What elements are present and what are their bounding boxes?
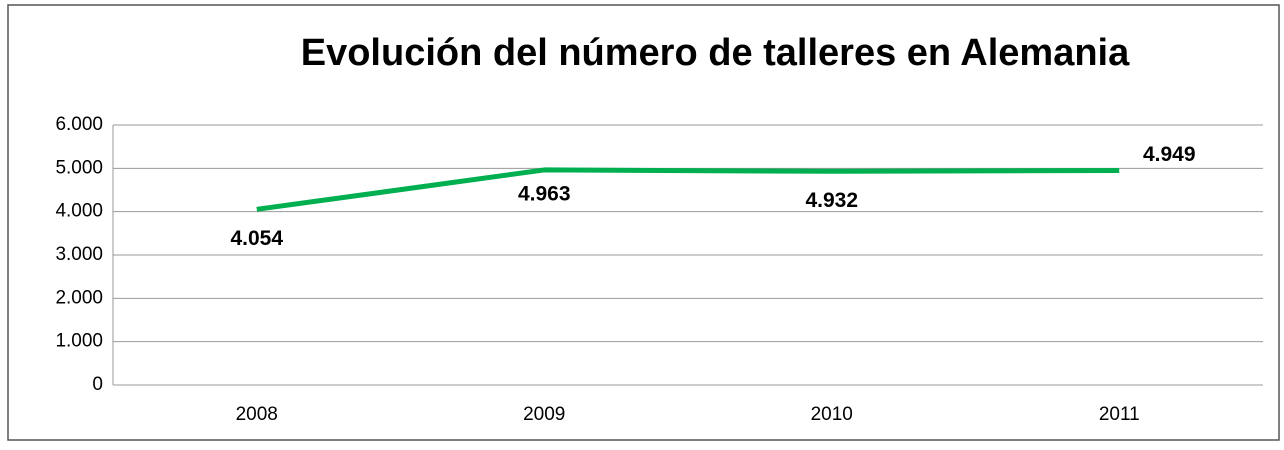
- data-label: 4.949: [1143, 143, 1196, 166]
- data-label: 4.054: [230, 227, 283, 250]
- y-tick-label: 3.000: [55, 244, 103, 265]
- data-label: 4.963: [518, 182, 571, 205]
- chart-title: Evolución del número de talleres en Alem…: [301, 32, 1130, 74]
- x-tick-label: 2010: [811, 404, 853, 425]
- x-tick-label: 2011: [1099, 404, 1140, 425]
- y-tick-label: 2.000: [55, 287, 103, 308]
- y-tick-label: 5.000: [55, 157, 103, 178]
- series-line: [256, 167, 1120, 212]
- x-tick-label: 2008: [236, 404, 278, 425]
- y-tick-label: 4.000: [55, 201, 103, 222]
- data-label: 4.932: [805, 189, 858, 212]
- y-tick-label: 1.000: [55, 331, 103, 352]
- chart-frame: [7, 4, 1280, 441]
- y-tick-label: 6.000: [55, 114, 103, 135]
- x-tick-label: 2009: [523, 404, 565, 425]
- y-tick-label: 0: [92, 374, 103, 395]
